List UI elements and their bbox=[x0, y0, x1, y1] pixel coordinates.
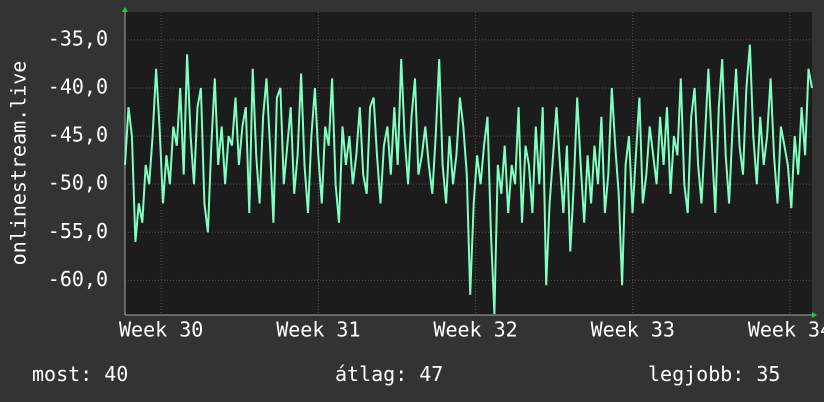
footer-stat: átlag: 47 bbox=[335, 362, 443, 386]
footer-label: átlag: bbox=[335, 362, 407, 386]
x-tick-label: Week 32 bbox=[433, 318, 517, 342]
footer-value: 47 bbox=[419, 362, 443, 386]
y-tick-label: -45,0 bbox=[48, 123, 108, 147]
y-tick-label: -55,0 bbox=[48, 219, 108, 243]
footer-label: legjobb: bbox=[648, 362, 744, 386]
y-tick-label: -60,0 bbox=[48, 267, 108, 291]
footer-stat: legjobb: 35 bbox=[648, 362, 780, 386]
footer-stat: most: 40 bbox=[32, 362, 128, 386]
y-axis-label: onlinestream.live bbox=[7, 61, 31, 266]
y-tick-label: -50,0 bbox=[48, 171, 108, 195]
arrow bbox=[812, 312, 817, 318]
y-tick-label: -40,0 bbox=[48, 74, 108, 98]
y-tick-label: -35,0 bbox=[48, 26, 108, 50]
footer-value: 40 bbox=[104, 362, 128, 386]
series-line bbox=[124, 44, 813, 315]
x-tick-label: Week 33 bbox=[591, 318, 675, 342]
x-tick-label: Week 34 bbox=[748, 318, 824, 342]
footer-label: most: bbox=[32, 362, 92, 386]
footer-value: 35 bbox=[756, 362, 780, 386]
x-tick-label: Week 31 bbox=[276, 318, 360, 342]
arrow bbox=[122, 7, 128, 12]
x-tick-label: Week 30 bbox=[119, 318, 203, 342]
